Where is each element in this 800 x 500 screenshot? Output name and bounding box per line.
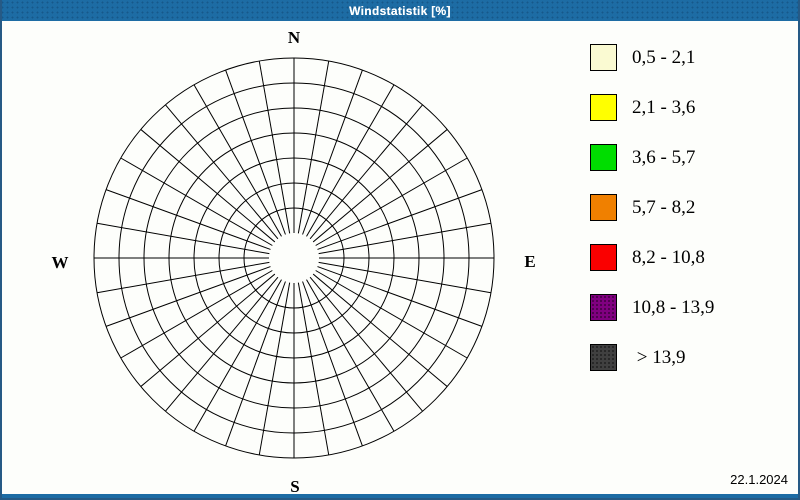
legend-label: 0,5 - 2,1 bbox=[632, 46, 696, 68]
legend-label: 8,2 - 10,8 bbox=[632, 246, 705, 268]
compass-label-south: S bbox=[290, 477, 300, 496]
legend-item: 10,8 - 13,9 bbox=[590, 294, 715, 321]
compass-label-east: E bbox=[524, 252, 536, 271]
legend-item: 0,5 - 2,1 bbox=[590, 44, 714, 71]
legend-label: 10,8 - 13,9 bbox=[632, 296, 715, 318]
legend-swatch bbox=[590, 94, 617, 121]
date-label: 22.1.2024 bbox=[730, 472, 788, 487]
legend-label: 5,7 - 8,2 bbox=[632, 196, 696, 218]
legend-swatch bbox=[590, 244, 617, 271]
legend-swatch bbox=[590, 194, 617, 221]
window-title: Windstatistik [%] bbox=[349, 3, 451, 18]
legend-swatch bbox=[590, 144, 617, 171]
legend-swatch bbox=[590, 44, 617, 71]
legend-item: 8,2 - 10,8 bbox=[590, 244, 714, 271]
legend: 0,5 - 2,1 2,1 - 3,6 3,6 - 5,7 5,7 - 8,2 … bbox=[590, 44, 715, 395]
legend-item: 2,1 - 3,6 bbox=[590, 94, 714, 121]
compass-label-north: N bbox=[287, 28, 301, 47]
wind-rose-chart bbox=[93, 57, 495, 459]
compass-label-west: W bbox=[51, 253, 69, 272]
title-bar: Windstatistik [%] bbox=[0, 0, 800, 21]
legend-label: 2,1 - 3,6 bbox=[632, 96, 696, 118]
legend-item: 3,6 - 5,7 bbox=[590, 144, 714, 171]
legend-item: 5,7 - 8,2 bbox=[590, 194, 714, 221]
legend-label: 3,6 - 5,7 bbox=[632, 146, 696, 168]
bottom-bar bbox=[0, 494, 800, 500]
legend-swatch bbox=[590, 344, 617, 371]
legend-label: > 13,9 bbox=[632, 346, 686, 368]
legend-swatch bbox=[590, 294, 617, 321]
legend-item: > 13,9 bbox=[590, 344, 714, 371]
